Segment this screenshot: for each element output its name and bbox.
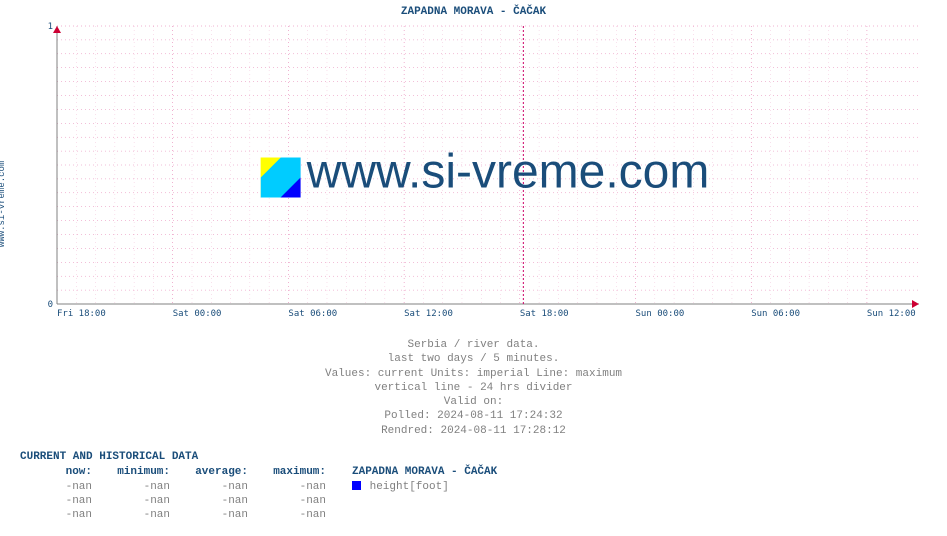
meta-info: Serbia / river data.last two days / 5 mi… [0, 338, 947, 438]
data-cell: -nan [254, 508, 332, 522]
svg-text:0: 0 [48, 300, 53, 310]
svg-text:Sun 00:00: Sun 00:00 [636, 309, 685, 319]
side-url-label: www.si-vreme.com [0, 161, 7, 247]
data-block: CURRENT AND HISTORICAL DATA now:minimum:… [20, 450, 497, 522]
svg-text:Fri 18:00: Fri 18:00 [57, 309, 106, 319]
meta-line: Values: current Units: imperial Line: ma… [0, 367, 947, 381]
column-header: maximum: [254, 465, 332, 479]
data-cell: -nan [98, 494, 176, 508]
column-header: now: [20, 465, 98, 479]
svg-text:1: 1 [48, 22, 53, 32]
meta-line: Rendred: 2024-08-11 17:28:12 [0, 424, 947, 438]
svg-text:Sun 06:00: Sun 06:00 [751, 309, 800, 319]
data-cell: -nan [254, 494, 332, 508]
svg-text:Sat 12:00: Sat 12:00 [404, 309, 453, 319]
meta-line: vertical line - 24 hrs divider [0, 381, 947, 395]
meta-line: last two days / 5 minutes. [0, 352, 947, 366]
chart-title: ZAPADNA MORAVA - ČAČAK [0, 0, 947, 18]
data-table: now:minimum:average:maximum:ZAPADNA MORA… [20, 465, 497, 522]
svg-text:Sat 18:00: Sat 18:00 [520, 309, 569, 319]
chart-area: Fri 18:00 Sat 00:00 Sat 06:00 Sat 12:00 Sat … [45, 22, 925, 322]
data-cell: -nan [98, 508, 176, 522]
legend-swatch [352, 481, 361, 490]
data-cell: -nan [176, 480, 254, 494]
meta-line: Serbia / river data. [0, 338, 947, 352]
meta-line: Polled: 2024-08-11 17:24:32 [0, 409, 947, 423]
series-label: height[foot] [332, 480, 497, 494]
series-label [332, 508, 497, 522]
chart-svg: Fri 18:00 Sat 00:00 Sat 06:00 Sat 12:00 Sat … [45, 22, 925, 322]
data-cell: -nan [20, 494, 98, 508]
series-metric: height[foot] [363, 481, 449, 493]
data-heading: CURRENT AND HISTORICAL DATA [20, 450, 497, 464]
series-label [332, 494, 497, 508]
data-cell: -nan [20, 508, 98, 522]
data-cell: -nan [254, 480, 332, 494]
data-cell: -nan [20, 480, 98, 494]
svg-text:Sun 12:00: Sun 12:00 [867, 309, 916, 319]
meta-line: Valid on: [0, 395, 947, 409]
column-header: minimum: [98, 465, 176, 479]
svg-text:Sat 00:00: Sat 00:00 [173, 309, 222, 319]
data-cell: -nan [176, 508, 254, 522]
svg-text:Sat 06:00: Sat 06:00 [288, 309, 337, 319]
data-cell: -nan [176, 494, 254, 508]
series-header: ZAPADNA MORAVA - ČAČAK [332, 465, 497, 479]
column-header: average: [176, 465, 254, 479]
data-cell: -nan [98, 480, 176, 494]
